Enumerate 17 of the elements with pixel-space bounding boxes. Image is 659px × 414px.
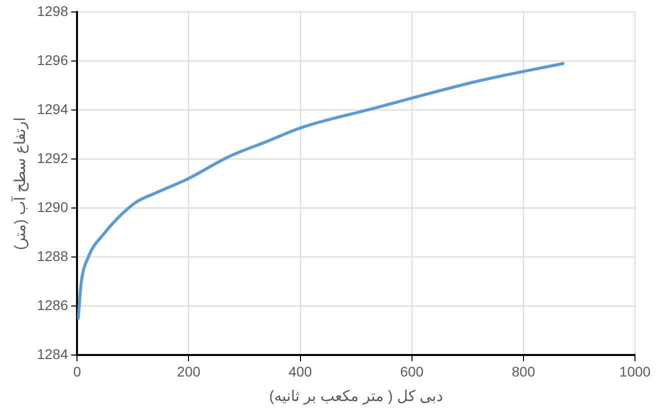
y-tick-label: 1298 [36, 2, 68, 19]
y-axis-title: ارتفاع سطح آب (متر) [10, 117, 30, 250]
x-tick-label: 200 [177, 363, 201, 380]
x-tick-label: 600 [400, 363, 424, 380]
x-tick-label: 1000 [619, 363, 651, 380]
y-tick-label: 1296 [36, 52, 68, 68]
line-series [77, 62, 565, 320]
x-tick-label: 0 [73, 363, 82, 380]
x-tick-label: 400 [288, 363, 312, 380]
y-tick-label: 1286 [36, 297, 68, 314]
y-tick-label: 1292 [36, 150, 68, 166]
y-tick-label: 1284 [36, 346, 68, 362]
y-tick-label: 1288 [36, 248, 68, 264]
x-axis-title: دبی کل ( متر مکعب بر ثانیه) [269, 388, 444, 406]
x-tick-label: 800 [512, 363, 536, 380]
y-tick-label: 1294 [36, 100, 68, 117]
y-tick-label: 1290 [36, 198, 68, 215]
